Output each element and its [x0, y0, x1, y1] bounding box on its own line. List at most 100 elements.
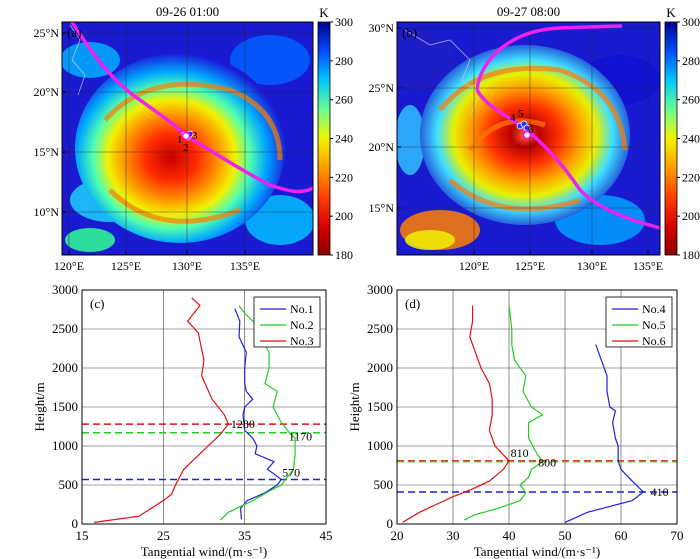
y-tick-label: 3000	[367, 282, 393, 297]
colorbar-tick-label: 180	[335, 248, 353, 262]
reference-label: 810	[511, 446, 529, 460]
typhoon-cloud	[75, 53, 285, 243]
y-tick-label: 2000	[367, 360, 393, 375]
colorbar-unit: K	[666, 5, 676, 20]
plot-frame	[81, 289, 327, 525]
typhoon-track	[475, 24, 660, 230]
panel-label: (d)	[405, 296, 420, 311]
point-label: 2	[183, 142, 189, 154]
series-line-no6	[402, 305, 510, 523]
typhoon-center	[522, 130, 532, 140]
y-tick-label: 10°N	[34, 205, 60, 219]
legend-label: No.3	[290, 334, 314, 348]
y-tick-label: 20°N	[34, 85, 60, 99]
y-tick-label: 2000	[52, 360, 78, 375]
x-tick-label: 130°E	[172, 259, 202, 273]
reference-label: 800	[538, 456, 556, 470]
colorbar-unit: K	[319, 5, 329, 20]
cloud-patch	[230, 35, 310, 85]
x-tick-label: 125°E	[111, 259, 141, 273]
x-tick-label: 15	[76, 528, 89, 543]
colorbar-tick-label: 280	[335, 54, 353, 68]
colorbar	[664, 21, 678, 256]
colorbar-tick-label: 240	[682, 132, 700, 146]
y-tick-label: 1500	[52, 399, 78, 414]
x-tick-label: 120°E	[54, 259, 84, 273]
y-axis-label: Height/m	[347, 382, 362, 431]
panel-title: 09-26 01:00	[156, 4, 219, 19]
typhoon-center	[181, 131, 191, 141]
x-tick-label: 45	[320, 528, 333, 543]
y-tick-label: 2500	[367, 321, 393, 336]
x-axis-label: Tangential wind/(m·s⁻¹)	[474, 544, 600, 559]
x-tick-label: 125°E	[515, 259, 545, 273]
wind-profile-panel-d: 20 30 40 50 60 70 0 500 1000 1500 2000 2500 3000 Tang…	[347, 282, 684, 559]
legend-label: No.5	[642, 318, 666, 332]
series-line-no5	[463, 305, 544, 521]
x-tick-label: 35	[238, 528, 251, 543]
reference-label: 570	[282, 466, 300, 480]
legend	[605, 296, 673, 348]
satellite-image	[62, 22, 313, 255]
colorbar-tick-label: 200	[682, 209, 700, 223]
y-tick-label: 20°N	[369, 140, 395, 154]
series-line-no4	[564, 344, 645, 523]
y-tick-label: 25°N	[369, 81, 395, 95]
colorbar-tick-label: 200	[335, 209, 353, 223]
satellite-panel-b: 09-27 08:00 4 56 (b) 120°E 125°E 130°E 135°E 15°…	[369, 4, 700, 273]
legend-label: No.6	[642, 334, 666, 348]
spiral-band	[468, 118, 546, 152]
colorbar-tick-label: 240	[335, 132, 353, 146]
y-tick-label: 25°N	[34, 26, 60, 40]
legend-label: No.2	[290, 318, 314, 332]
cloud-patch	[397, 105, 425, 175]
colorbar-tick-label: 280	[682, 54, 700, 68]
spiral-band	[108, 188, 241, 224]
colorbar-tick-label: 220	[682, 170, 700, 184]
spiral-band	[103, 81, 283, 161]
y-tick-label: 500	[374, 477, 394, 492]
cloud-patch	[245, 195, 313, 245]
point-label: 1	[177, 134, 183, 146]
x-tick-label: 40	[503, 528, 516, 543]
x-tick-label: 60	[615, 528, 628, 543]
wind-profile-panel-c: 15 25 35 45 0 500 1000 1500 2000 2500 3000 Tangenti…	[32, 282, 333, 559]
series-line-no1	[234, 308, 283, 520]
spiral-band	[438, 65, 628, 151]
point-label: 3	[192, 130, 198, 142]
cloud-patch	[405, 230, 455, 250]
y-tick-label: 0	[387, 516, 394, 531]
reference-label: 1280	[231, 417, 255, 431]
map-frame	[396, 21, 661, 256]
satellite-panel-a: 09-26 01:00 123 (a) 120°E 125°E 130°E 135°E 10°…	[34, 4, 353, 273]
y-tick-label: 2500	[52, 321, 78, 336]
y-tick-label: 15°N	[34, 145, 60, 159]
x-tick-label: 20	[391, 528, 404, 543]
point-label: 4	[510, 112, 516, 124]
panel-label: (b)	[402, 25, 417, 40]
x-tick-label: 70	[671, 528, 684, 543]
satellite-image	[397, 22, 660, 255]
x-tick-label: 130°E	[577, 259, 607, 273]
legend-label: No.1	[290, 302, 314, 316]
coastline	[69, 24, 86, 96]
y-tick-label: 0	[72, 516, 79, 531]
y-tick-label: 1000	[52, 438, 78, 453]
legend	[253, 296, 321, 348]
reference-label: 410	[651, 485, 669, 499]
x-tick-label: 25	[157, 528, 170, 543]
y-tick-label: 1000	[367, 438, 393, 453]
x-tick-label: 135°E	[633, 259, 663, 273]
point-label: 6	[528, 124, 534, 136]
x-axis-label: Tangential wind/(m·s⁻¹)	[141, 544, 267, 559]
x-tick-label: 135°E	[230, 259, 260, 273]
y-tick-label: 30°N	[369, 21, 395, 35]
y-axis-label: Height/m	[32, 382, 47, 431]
y-tick-label: 1500	[367, 399, 393, 414]
cloud-patch	[397, 30, 455, 90]
reference-label: 1170	[289, 430, 313, 444]
y-tick-label: 3000	[52, 282, 78, 297]
colorbar-tick-label: 180	[682, 248, 700, 262]
colorbar-tick-label: 300	[682, 15, 700, 29]
